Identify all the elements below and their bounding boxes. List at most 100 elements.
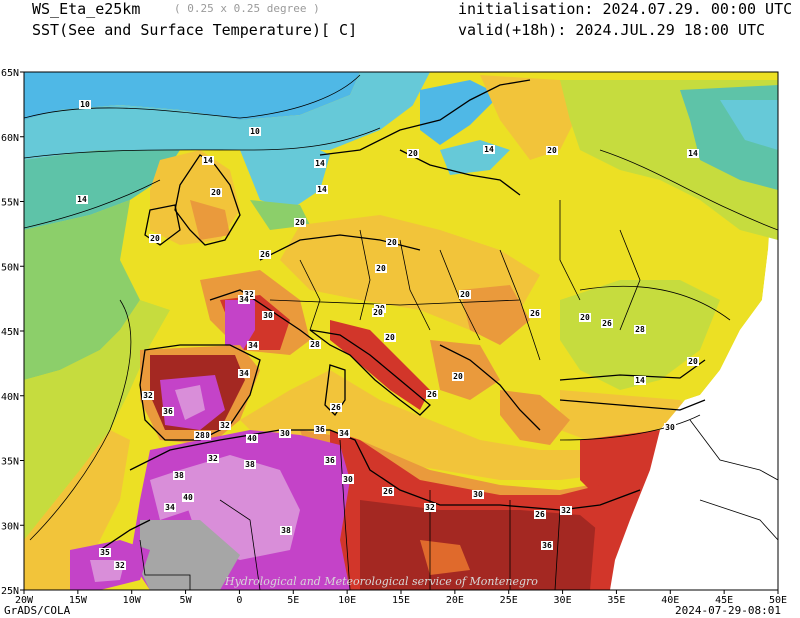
contour-label: 35 (100, 548, 110, 557)
x-tick-label: 20E (446, 595, 464, 606)
outside-domain (610, 240, 778, 590)
band-sahara-light-magenta-2 (150, 470, 190, 520)
x-tick-label: 25E (500, 595, 518, 606)
contour-label: 34 (239, 295, 249, 304)
x-tick-label: 5W (180, 595, 193, 606)
band-africa-dark-red (360, 500, 610, 590)
contour-label-bg (194, 431, 206, 440)
contour-label-bg (579, 313, 591, 322)
y-tick-label: 65N (1, 68, 19, 79)
contour-label: 20 (387, 238, 397, 247)
contour-label-bg (249, 127, 261, 136)
contour-label-bg (279, 429, 291, 438)
watermark: Hydrological and Meteorological service … (224, 575, 538, 588)
contour-label: 32 (244, 290, 254, 299)
contour-label-bg (424, 503, 436, 512)
contour-label: 20 (453, 372, 463, 381)
x-tick-label: 10W (123, 595, 142, 606)
x-tick-label: 20W (15, 595, 34, 606)
contour-label: 36 (325, 456, 335, 465)
band-iberia-light-magenta (175, 385, 205, 420)
contour-label: 14 (635, 376, 645, 385)
contour-label: 30 (280, 429, 290, 438)
band-green-atlantic (24, 200, 140, 380)
band-balkan-orange (430, 340, 500, 400)
contour-label: 14 (484, 145, 494, 154)
contour-label: 40 (183, 493, 193, 502)
band-ne-cyan (720, 100, 778, 150)
contour-label-bg (259, 250, 271, 259)
contour-label: 36 (315, 425, 325, 434)
contour-label-bg (601, 319, 613, 328)
contour-label-bg (76, 195, 88, 204)
x-tick-label: 30E (554, 595, 572, 606)
contour-label: 34 (339, 429, 349, 438)
band-baltic-blue (420, 80, 500, 145)
contour-label: 36 (163, 407, 173, 416)
contour-label: 34 (239, 369, 249, 378)
x-tick-label: 15W (69, 595, 88, 606)
contour-label-bg (386, 238, 398, 247)
contour-label: 30 (473, 490, 483, 499)
contour-label: 26 (530, 309, 540, 318)
contour-label-bg (342, 475, 354, 484)
contour-label-bg (244, 460, 256, 469)
contour-label-bg (560, 506, 572, 515)
y-tick-label: 25N (1, 586, 19, 597)
contour-label: 20 (408, 149, 418, 158)
contour-label-bg (687, 149, 699, 158)
contour-label: 34 (165, 503, 175, 512)
contour-label-bg (247, 341, 259, 350)
contour-label: 10 (80, 100, 90, 109)
contour-label-bg (142, 391, 154, 400)
band-uk-orange (190, 200, 230, 240)
contour-label-bg (79, 100, 91, 109)
band-med-orange (300, 430, 620, 505)
contour-label-bg (664, 423, 676, 432)
contour-label: 26 (331, 403, 341, 412)
contour-label: 14 (317, 185, 327, 194)
x-tick-label: 35E (607, 595, 625, 606)
contour-label-bg (219, 421, 231, 430)
contour-label: 14 (203, 156, 213, 165)
contour-label-bg (384, 333, 396, 342)
contour-label: 26 (602, 319, 612, 328)
contour-label-bg (202, 156, 214, 165)
contour-label: 38 (174, 471, 184, 480)
contour-label-bg (426, 390, 438, 399)
contour-label-bg (162, 407, 174, 416)
band-western-sahara-gray (140, 520, 240, 590)
band-teal (24, 150, 180, 230)
contour-label: 20 (376, 264, 386, 273)
contour-label: 30 (263, 311, 273, 320)
valid-time: valid(+18h): 2024.JUL.29 18:00 UTC (458, 21, 766, 39)
x-tick-label: 0 (236, 595, 242, 606)
contour-label: 14 (315, 159, 325, 168)
band-east-green (560, 280, 720, 390)
x-axis-ticks: 20W 15W 10W 5W 0 5E 10E 15E 20E 25E 30E 35E 40E 45E 50… (15, 590, 787, 606)
contour-label-bg (262, 311, 274, 320)
contour-label-bg (375, 264, 387, 273)
band-yg-atlantic (24, 300, 170, 540)
x-tick-label: 10E (338, 595, 356, 606)
contour-label-bg (534, 510, 546, 519)
contour-label-bg (210, 188, 222, 197)
contour-label: 38 (245, 460, 255, 469)
contour-label-bg (173, 471, 185, 480)
model-name: WS_Eta_e25km (32, 0, 141, 18)
contour-label: 20 (547, 146, 557, 155)
contour-label-bg (330, 403, 342, 412)
contour-label-bg (316, 185, 328, 194)
contour-label-bg (452, 372, 464, 381)
contour-label: 32 (143, 391, 153, 400)
contour-label: 20 (211, 188, 221, 197)
band-northsea-cyan (240, 140, 330, 210)
contour-label: 20 (295, 218, 305, 227)
contour-label-bg (459, 290, 471, 299)
contour-label: 20 (373, 308, 383, 317)
contour-label: 26 (427, 390, 437, 399)
coastlines (99, 79, 706, 551)
band-cold-blue (24, 72, 360, 120)
contour-label: 28 (635, 325, 645, 334)
contour-label-bg (382, 487, 394, 496)
